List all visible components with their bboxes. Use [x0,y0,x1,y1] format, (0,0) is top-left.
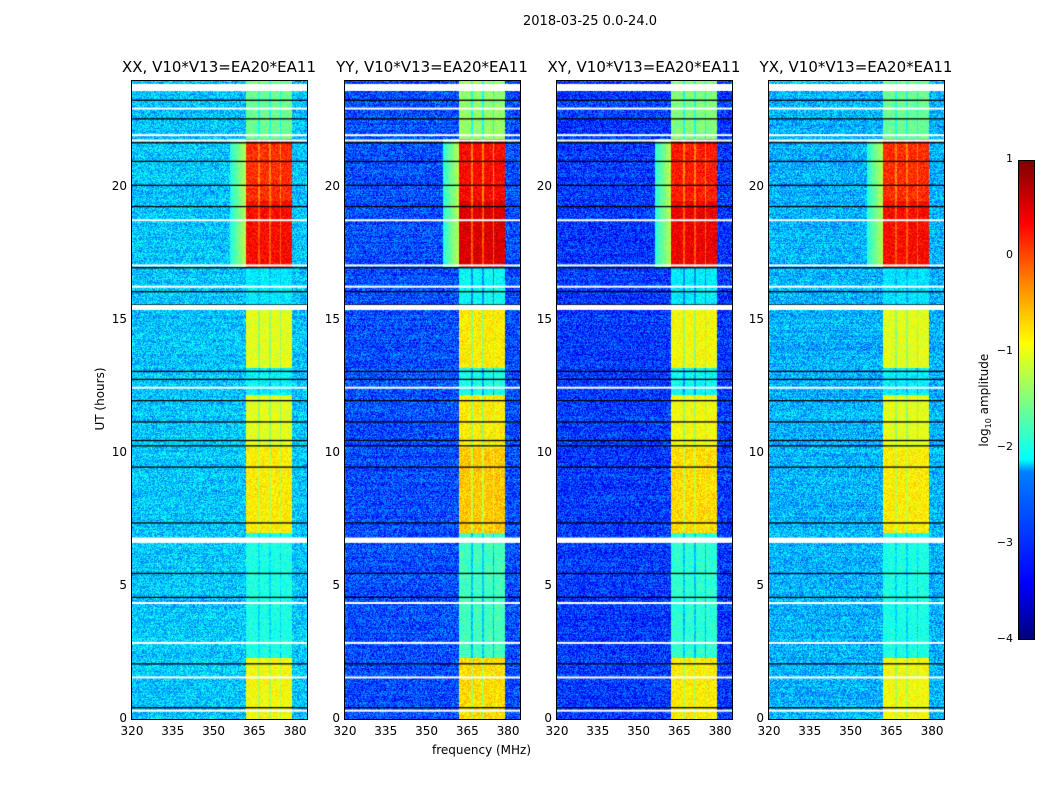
x-tick-label: 380 [283,724,307,738]
heatmap-panel [131,80,308,720]
colorbar-tick-label: −1 [996,344,1013,357]
y-tick-label: 20 [111,179,127,194]
x-tick-label: 335 [374,724,398,738]
x-tick-label: 350 [627,724,650,738]
y-tick-label: 20 [324,179,340,194]
heatmap-panel [768,80,945,720]
figure-title: 2018-03-25 0.0-24.0 [523,14,657,29]
y-tick-label: 0 [756,711,764,725]
x-tick-label: 320 [757,724,781,738]
x-tick-label: 350 [839,724,862,738]
y-tick-label: 15 [748,312,764,327]
x-tick-label: 380 [496,724,520,738]
y-tick-label: 10 [111,445,127,460]
panel-title: YX, V10*V13=EA20*EA11 [759,58,953,76]
x-tick-label: 365 [667,724,691,738]
x-tick-label: 380 [708,724,732,738]
colorbar-tick-label: 0 [1006,248,1013,261]
x-tick-label: 365 [242,724,266,738]
y-tick-label: 0 [544,711,552,725]
heatmap-panel [556,80,733,720]
x-tick-label: 335 [161,724,185,738]
y-tick-label: 15 [536,312,552,327]
y-tick-label: 0 [119,711,127,725]
y-tick-label: 0 [332,711,340,725]
y-tick-label: 5 [756,578,764,593]
colorbar [1018,160,1035,640]
heatmap-image [132,81,307,719]
y-axis-label: UT (hours) [93,367,107,431]
heatmap-image [769,81,944,719]
colorbar-label: log10 amplitude [976,353,994,447]
y-tick-label: 10 [748,445,764,460]
y-tick-label: 10 [324,445,340,460]
colorbar-tick-label: −3 [996,536,1013,549]
x-tick-label: 335 [586,724,610,738]
y-tick-label: 15 [111,312,127,327]
x-tick-label: 320 [545,724,569,738]
colorbar-tick-label: −2 [996,440,1013,453]
x-tick-label: 335 [798,724,822,738]
colorbar-tick-label: −4 [996,632,1013,645]
heatmap-image [557,81,732,719]
x-tick-label: 320 [333,724,357,738]
x-tick-label: 365 [455,724,479,738]
x-tick-label: 320 [120,724,144,738]
y-tick-label: 5 [332,578,340,593]
heatmap-panel [344,80,521,720]
x-axis-label: frequency (MHz) [432,743,532,757]
y-tick-label: 15 [324,312,340,327]
colorbar-tick-label: 1 [1006,152,1013,165]
y-tick-label: 20 [536,179,552,194]
x-tick-label: 380 [920,724,944,738]
x-tick-label: 350 [202,724,225,738]
x-tick-label: 350 [415,724,438,738]
x-tick-label: 365 [879,724,903,738]
panel-title: XY, V10*V13=EA20*EA11 [547,58,741,76]
y-tick-label: 5 [544,578,552,593]
y-tick-label: 10 [536,445,552,460]
panel-title: XX, V10*V13=EA20*EA11 [121,58,316,76]
y-tick-label: 5 [119,578,127,593]
y-tick-label: 20 [748,179,764,194]
panel-title: YY, V10*V13=EA20*EA11 [336,58,528,76]
heatmap-image [345,81,520,719]
